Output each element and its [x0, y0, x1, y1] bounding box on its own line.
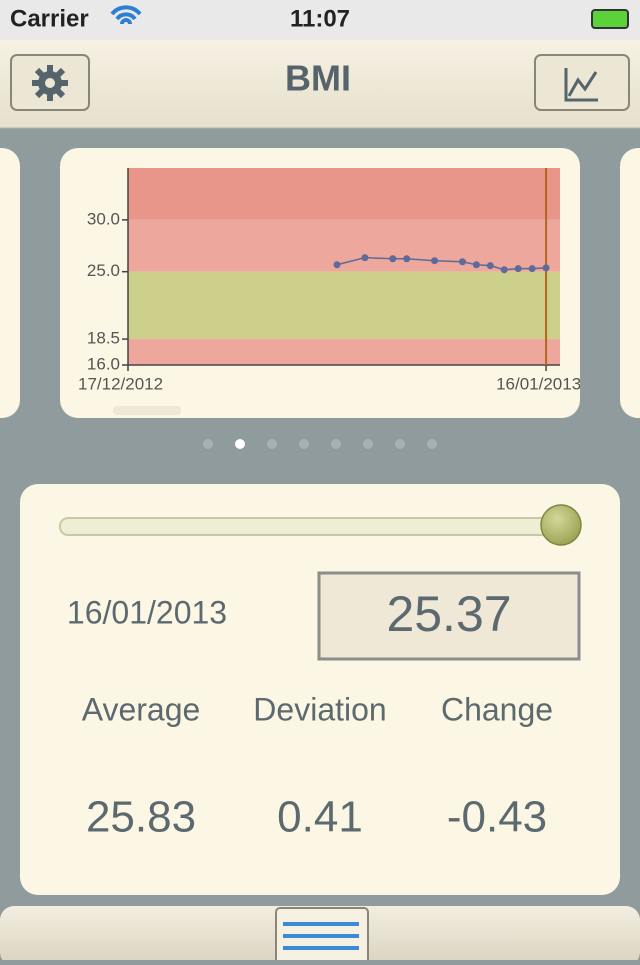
scroll-indicator	[113, 406, 181, 415]
stat-value: -0.43	[447, 793, 547, 842]
band	[128, 219, 560, 272]
stat-value: 0.41	[277, 793, 363, 842]
y-tick-label: 30.0	[87, 209, 120, 228]
stat-label: Deviation	[253, 691, 386, 727]
selected-value: 25.37	[386, 586, 511, 642]
point	[472, 261, 480, 269]
carrier: Carrier	[10, 5, 89, 32]
stat-label: Change	[441, 691, 553, 727]
band	[128, 339, 560, 365]
gear-icon	[32, 65, 68, 101]
point	[528, 265, 536, 273]
y-tick-label: 25.0	[87, 261, 120, 280]
point	[486, 262, 494, 270]
stats: Average 25.83 Deviation 0.41 Change -0.43	[82, 691, 553, 841]
x-tick-label: 16/01/2013	[496, 374, 581, 393]
point	[514, 265, 522, 273]
x-tick-label: 17/12/2012	[78, 374, 163, 393]
point	[500, 266, 508, 274]
point	[333, 261, 341, 269]
y-tick-label: 16.0	[87, 354, 120, 373]
page-dots	[203, 439, 437, 449]
status-bar	[0, 0, 640, 40]
stat-value: 25.83	[86, 793, 196, 842]
point	[431, 257, 439, 265]
value-box	[317, 571, 581, 661]
point	[361, 254, 369, 262]
y-tick-label: 18.5	[87, 329, 120, 348]
chart-button[interactable]	[534, 54, 630, 111]
plot: 30.0 25.0 18.5 16.017/12/2012 16/01/2013	[78, 168, 581, 393]
prev-card	[0, 148, 20, 418]
list-icon	[283, 922, 359, 950]
nav-title: BMI	[285, 58, 351, 99]
point	[403, 255, 411, 263]
band	[128, 168, 560, 220]
battery	[591, 9, 629, 29]
nav-bar	[0, 40, 640, 128]
slider-knob[interactable]	[540, 504, 582, 546]
chart-icon	[564, 68, 598, 102]
selected-date: 16/01/2013	[67, 594, 227, 630]
point	[389, 255, 397, 263]
slider-track[interactable]	[59, 517, 581, 536]
time: 11:07	[290, 5, 350, 32]
point	[542, 264, 550, 272]
stat-label: Average	[82, 691, 201, 727]
point	[458, 258, 466, 266]
band	[128, 271, 560, 340]
wifi-icon	[110, 5, 142, 25]
next-card	[620, 148, 640, 418]
